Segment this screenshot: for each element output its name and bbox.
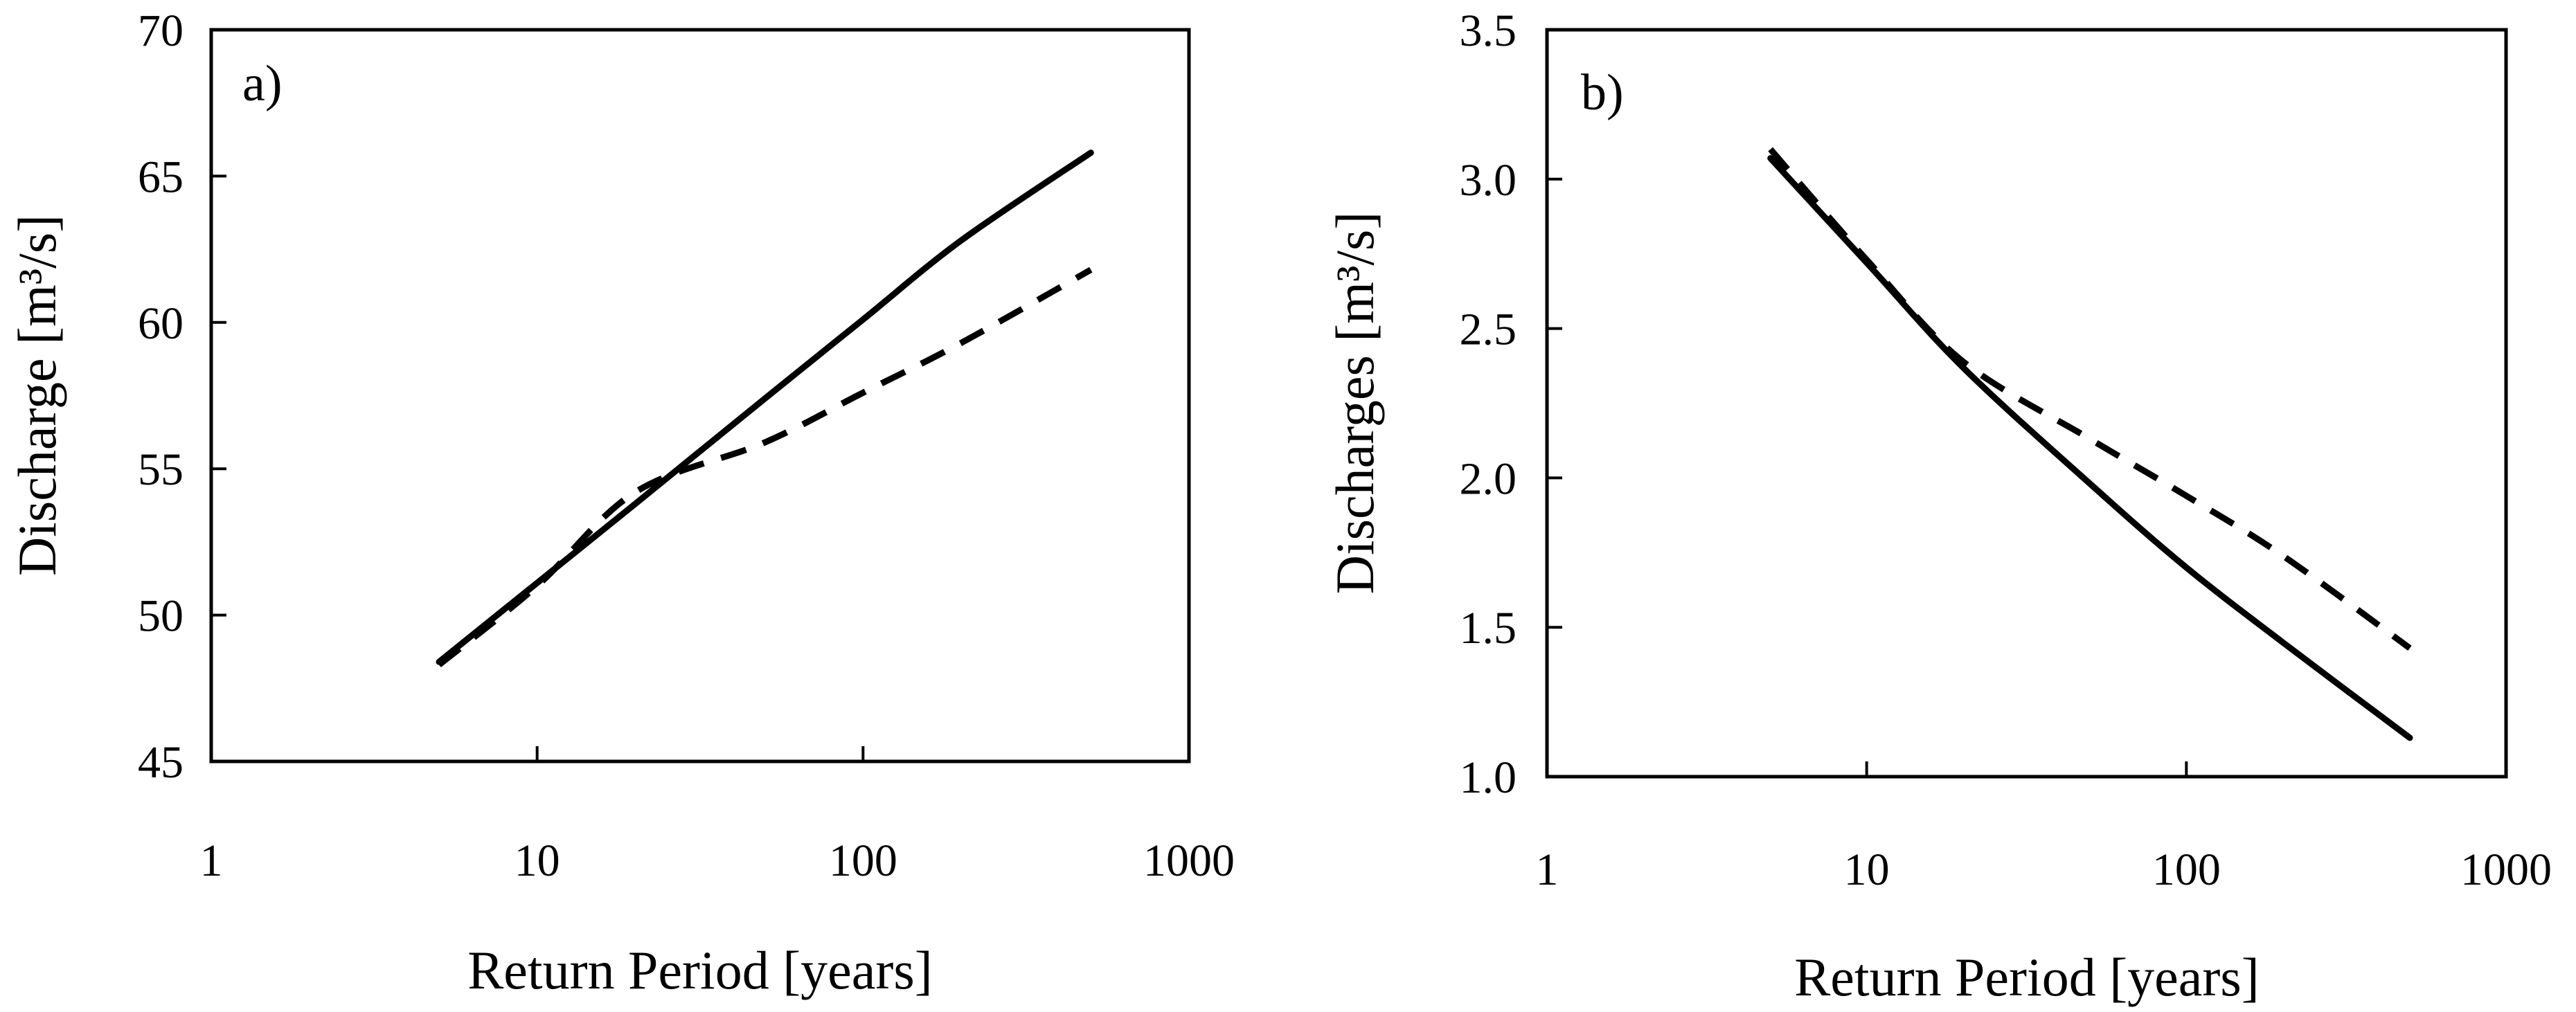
series-lines: [1767, 147, 2413, 741]
y-tick-label: 50: [138, 591, 184, 642]
x-tick-label: 1: [1536, 844, 1559, 895]
x-axis-label: Return Period [years]: [1794, 947, 2259, 1007]
y-tick-label: 3.5: [1460, 6, 1517, 56]
y-tick-label: 55: [138, 444, 184, 495]
y-tick-label: 70: [138, 6, 184, 56]
chart-panel-b: 1 10 100 1000 1.0 1.5 2.0 2.5 3.0 3.5 b) Return P…: [1325, 6, 2552, 1007]
solid-series-line: [1767, 155, 2413, 741]
y-tick-label: 65: [138, 152, 184, 202]
solid-series-line: [436, 150, 1094, 665]
y-axis-label: Discharge [m³/s]: [7, 215, 67, 576]
plot-area-frame: [209, 28, 1191, 763]
y-axis-label: Discharges [m³/s]: [1325, 212, 1385, 595]
plot-area-frame: [1545, 28, 2508, 779]
x-tick-label: 10: [515, 835, 560, 886]
tick-labels: 1 10 100 1000 1.0 1.5 2.0 2.5 3.0 3.5: [1460, 6, 2552, 895]
x-tick-label: 1000: [1143, 835, 1235, 886]
y-tick-label: 2.0: [1460, 453, 1517, 504]
axis-ticks: [1547, 28, 2188, 778]
x-axis-label: Return Period [years]: [467, 940, 932, 1000]
dashed-series-line: [437, 266, 1093, 668]
y-tick-label: 45: [138, 737, 184, 788]
x-tick-label: 1: [200, 835, 223, 886]
x-tick-label: 1000: [2460, 844, 2552, 895]
y-tick-label: 1.5: [1460, 603, 1517, 653]
x-tick-label: 100: [829, 835, 897, 886]
y-tick-label: 2.5: [1460, 305, 1517, 355]
tick-labels: 1 10 100 1000 45 50 55 60 65 70: [138, 6, 1235, 886]
chart-panel-a: 1 10 100 1000 45 50 55 60 65 70 a) Return Period …: [7, 6, 1235, 1000]
series-lines: [436, 150, 1094, 668]
panel-label: b): [1581, 64, 1624, 121]
y-tick-label: 1.0: [1460, 752, 1517, 803]
y-tick-label: 3.0: [1460, 155, 1517, 206]
panel-label: a): [242, 55, 283, 112]
x-tick-label: 10: [1844, 844, 1890, 895]
x-tick-label: 100: [2152, 844, 2221, 895]
y-tick-label: 60: [138, 298, 184, 349]
axis-ticks: [211, 28, 865, 763]
dashed-series-line: [1768, 147, 2412, 651]
